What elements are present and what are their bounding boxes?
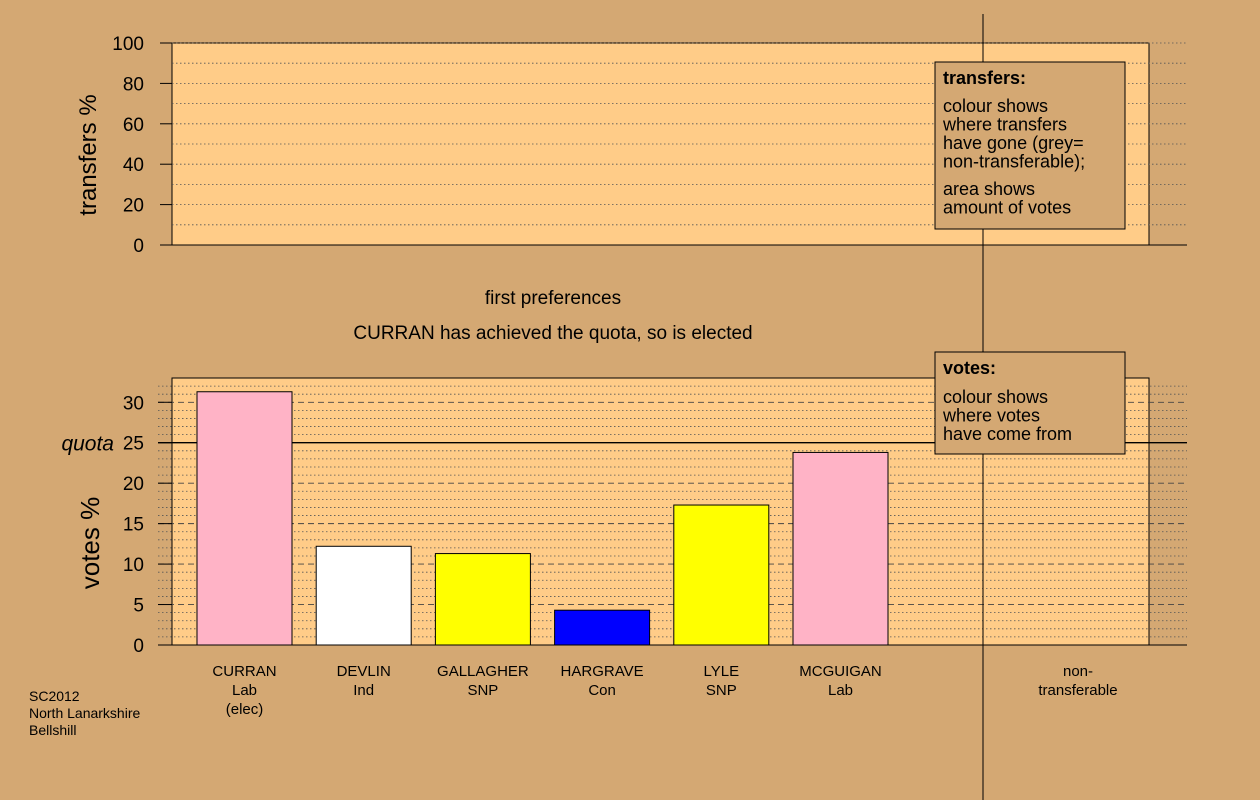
vote-bar [434,553,531,646]
transfers-tick-label: 80 [123,74,144,95]
stage-outcome: CURRAN has achieved the quota, so is ele… [353,323,752,344]
votes-tick-label: 0 [133,636,144,657]
transfers-tick-label: 0 [133,236,144,257]
transfers-y-axis-label: transfers % [75,94,102,215]
candidate-party: SNP [706,682,737,699]
votes-tick-label: 25 [123,434,144,455]
votes-bars [196,391,889,646]
transfers-tick-label: 40 [123,155,144,176]
votes-tick-label: 20 [123,474,144,495]
candidate-name: LYLE [704,663,740,680]
transfers-legend-line: have gone (grey= [943,133,1084,153]
candidate-name: DEVLIN [337,663,391,680]
votes-legend-line: where votes [942,406,1040,426]
candidate-name: HARGRAVE [561,663,644,680]
non-transferable-label: transferable [1038,682,1117,699]
candidate-party: Ind [353,682,374,699]
transfers-legend-title: transfers: [943,68,1026,88]
votes-legend-line: colour shows [943,387,1048,407]
candidate-party: Lab [828,682,853,699]
transfers-legend-line: where transfers [942,115,1067,135]
transfers-tick-label: 100 [112,34,144,55]
candidate-party: SNP [467,682,498,699]
transfers-legend-line: non-transferable); [943,152,1085,172]
vote-bar [792,451,889,646]
transfers-legend-line: amount of votes [943,198,1071,218]
vote-bar [673,504,770,646]
votes-tick-label: 5 [133,596,144,617]
votes-legend-title: votes: [943,358,996,378]
votes-tick-label: 10 [123,555,144,576]
candidate-name: CURRAN [212,663,276,680]
transfers-legend-line: area shows [943,179,1035,199]
candidate-name: GALLAGHER [437,663,529,680]
stage-label: first preferences [485,288,621,309]
votes-tick-label: 15 [123,515,144,536]
transfers-tick-label: 60 [123,115,144,136]
transfers-legend-line: colour shows [943,96,1048,116]
vote-bar [315,545,412,646]
footer-council: North Lanarkshire [29,705,140,721]
transfers-gridlines [172,42,1187,246]
candidate-party: Con [588,682,616,699]
votes-legend-line: have come from [943,424,1072,444]
votes-y-ticks: 0 5 10 15 20 25 30 quota [61,393,172,657]
votes-tick-label: 30 [123,393,144,414]
candidate-labels: CURRAN Lab (elec) DEVLIN Ind GALLAGHER SNP HARG… [212,663,1117,718]
votes-y-axis-label: votes % [75,497,105,590]
candidate-name: MCGUIGAN [799,663,882,680]
candidate-status: (elec) [226,701,264,718]
votes-legend-box [934,351,1126,455]
vote-bar [554,609,651,646]
transfers-y-ticks: 0 20 40 60 80 100 [112,34,172,257]
vote-bar [196,391,293,646]
footer-election: SC2012 [29,688,80,704]
footer-ward: Bellshill [29,722,76,738]
candidate-party: Lab [232,682,257,699]
non-transferable-label: non- [1063,663,1093,680]
transfers-tick-label: 20 [123,196,144,217]
quota-label: quota [61,433,114,456]
transfers-legend-box [934,61,1126,230]
